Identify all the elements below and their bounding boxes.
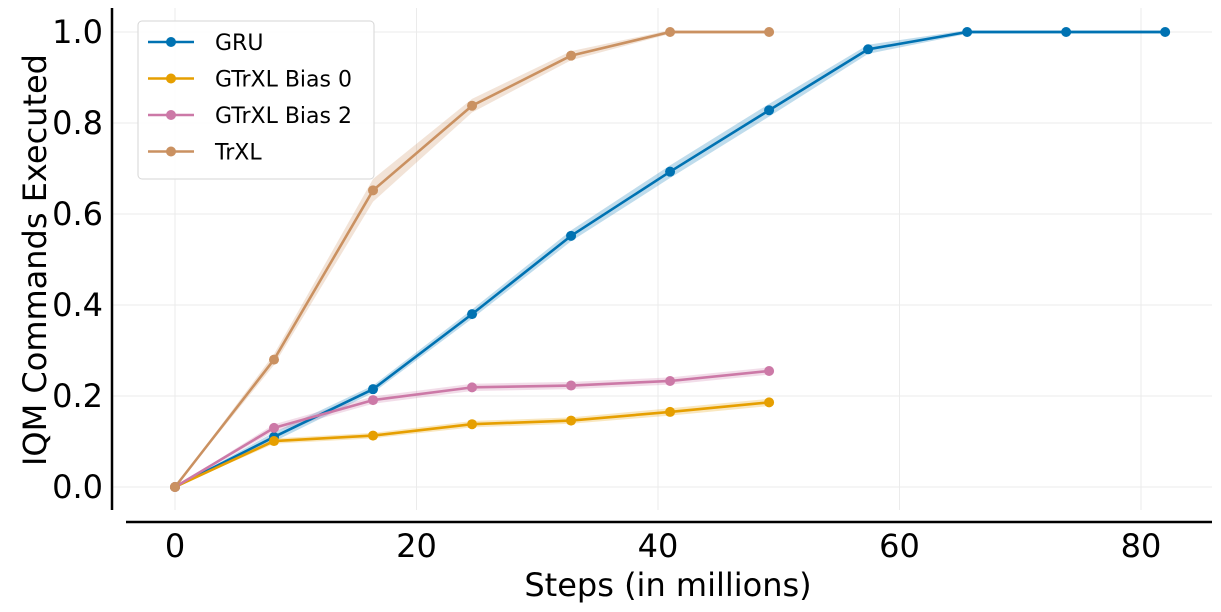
- point-trxl: [467, 100, 478, 111]
- x-axis-label: Steps (in millions): [524, 566, 811, 604]
- x-tick-label: 80: [1121, 527, 1162, 565]
- legend-marker-gtrxl-bias-0: [166, 73, 176, 84]
- point-trxl: [269, 354, 280, 365]
- legend-marker-trxl: [166, 146, 176, 157]
- point-gru: [566, 230, 577, 241]
- x-tick-label: 0: [165, 527, 185, 565]
- x-tick-label: 40: [638, 527, 679, 565]
- axes: [110, 8, 1212, 524]
- point-gru: [665, 166, 676, 177]
- x-tick-label: 60: [879, 527, 920, 565]
- y-tick-labels: 0.0 0.2 0.4 0.6 0.8 1.0: [52, 13, 103, 506]
- y-tick-label: 0.0: [52, 468, 103, 506]
- point-gru: [1160, 27, 1171, 37]
- point-gru: [467, 309, 478, 320]
- series-points: [170, 27, 1171, 492]
- x-tick-labels: 0 20 40 60 80: [165, 527, 1162, 565]
- point-gtrxl-bias-2: [269, 422, 280, 433]
- point-gtrxl-bias-0: [467, 419, 478, 430]
- point-gtrxl-bias-2: [368, 395, 379, 406]
- point-trxl: [764, 27, 775, 37]
- point-gtrxl-bias-2: [764, 365, 775, 376]
- legend-label-trxl: TrXL: [214, 141, 262, 166]
- x-tick-label: 20: [396, 527, 437, 565]
- point-gtrxl-bias-0: [764, 397, 775, 408]
- legend-marker-gtrxl-bias-2: [166, 110, 176, 120]
- point-gtrxl-bias-0: [368, 430, 379, 441]
- point-gru: [863, 44, 874, 55]
- y-axis-label: IQM Commands Executed: [16, 54, 54, 466]
- point-gru: [1061, 27, 1072, 37]
- legend-marker-gru: [166, 37, 176, 47]
- point-gtrxl-bias-2: [665, 375, 676, 386]
- point-gru: [962, 27, 973, 37]
- point-gtrxl-bias-0: [566, 415, 577, 426]
- legend-label-gtrxl-bias-0: GTrXL Bias 0: [215, 68, 352, 93]
- point-trxl: [665, 27, 676, 37]
- legend: GRU GTrXL Bias 0 GTrXL Bias 2 TrXL: [137, 20, 375, 180]
- point-gru: [368, 384, 379, 395]
- legend-label-gtrxl-bias-2: GTrXL Bias 2: [215, 104, 352, 129]
- point-gtrxl-bias-0: [269, 436, 280, 447]
- band-gtrxl-bias-2: [175, 367, 770, 487]
- y-tick-label: 0.8: [52, 104, 103, 142]
- y-tick-label: 0.6: [52, 195, 103, 233]
- point-trxl: [368, 185, 379, 196]
- legend-box: [137, 20, 375, 180]
- y-tick-label: 1.0: [52, 13, 103, 51]
- line-gtrxl-bias-0: [174, 401, 770, 489]
- y-tick-label: 0.2: [52, 377, 103, 415]
- point-gru: [764, 105, 775, 116]
- point-trxl: [566, 50, 577, 61]
- legend-label-gru: GRU: [215, 31, 263, 56]
- y-tick-label: 0.4: [52, 286, 103, 324]
- point-trxl: [170, 482, 180, 492]
- point-gtrxl-bias-2: [467, 382, 478, 393]
- point-gtrxl-bias-2: [566, 380, 577, 391]
- point-gtrxl-bias-0: [665, 406, 676, 417]
